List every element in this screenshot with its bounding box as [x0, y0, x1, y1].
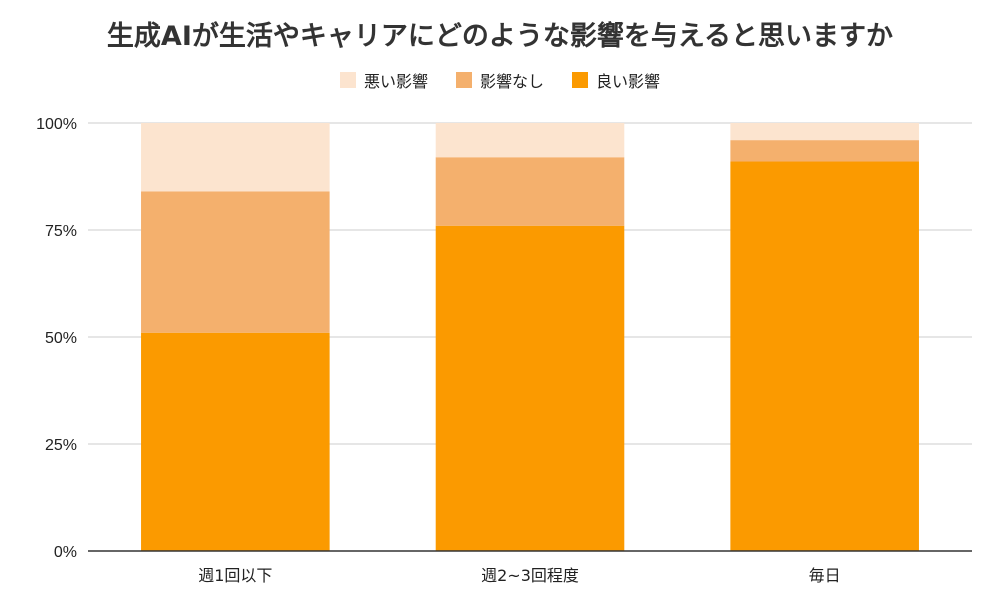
- y-tick-label: 25%: [45, 437, 77, 454]
- legend-item-good: 良い影響: [572, 68, 660, 92]
- legend-swatch-bad: [339, 72, 356, 88]
- y-tick-label: 75%: [45, 223, 77, 240]
- x-tick-label: 毎日: [809, 566, 841, 585]
- y-tick-label: 0%: [54, 544, 77, 561]
- bar-segment: [141, 123, 330, 192]
- legend-item-none: 影響なし: [455, 68, 544, 92]
- y-tick-label: 100%: [36, 116, 77, 133]
- legend-item-bad: 悪い影響: [339, 68, 428, 92]
- legend-label-none: 影響なし: [479, 72, 544, 91]
- chart-legend: 悪い影響 影響なし 良い影響: [0, 68, 1000, 92]
- bar-segment: [435, 123, 625, 158]
- legend-swatch-good: [572, 72, 588, 88]
- bar-segment: [730, 140, 919, 162]
- x-axis-labels: 週1回以下 週2~3回程度 毎日: [198, 566, 840, 585]
- chart-title: 生成AIが生活やキャリアにどのような影響を与えると思いますか: [106, 21, 894, 52]
- legend-label-bad: 悪い影響: [363, 72, 428, 91]
- bar-segment: [730, 161, 919, 551]
- y-axis-labels: 0% 25% 50% 75% 100%: [36, 116, 77, 561]
- x-tick-label: 週1回以下: [198, 566, 272, 585]
- legend-swatch-none: [455, 72, 472, 88]
- legend-label-good: 良い影響: [596, 72, 661, 91]
- bar-segment: [730, 123, 919, 141]
- bar-segment: [435, 225, 625, 551]
- bar-segment: [435, 157, 625, 226]
- bar-segment: [141, 332, 330, 551]
- x-tick-label: 週2~3回程度: [481, 566, 579, 585]
- bar-segment: [141, 191, 330, 333]
- bar-group: [141, 123, 919, 551]
- y-tick-label: 50%: [45, 330, 77, 347]
